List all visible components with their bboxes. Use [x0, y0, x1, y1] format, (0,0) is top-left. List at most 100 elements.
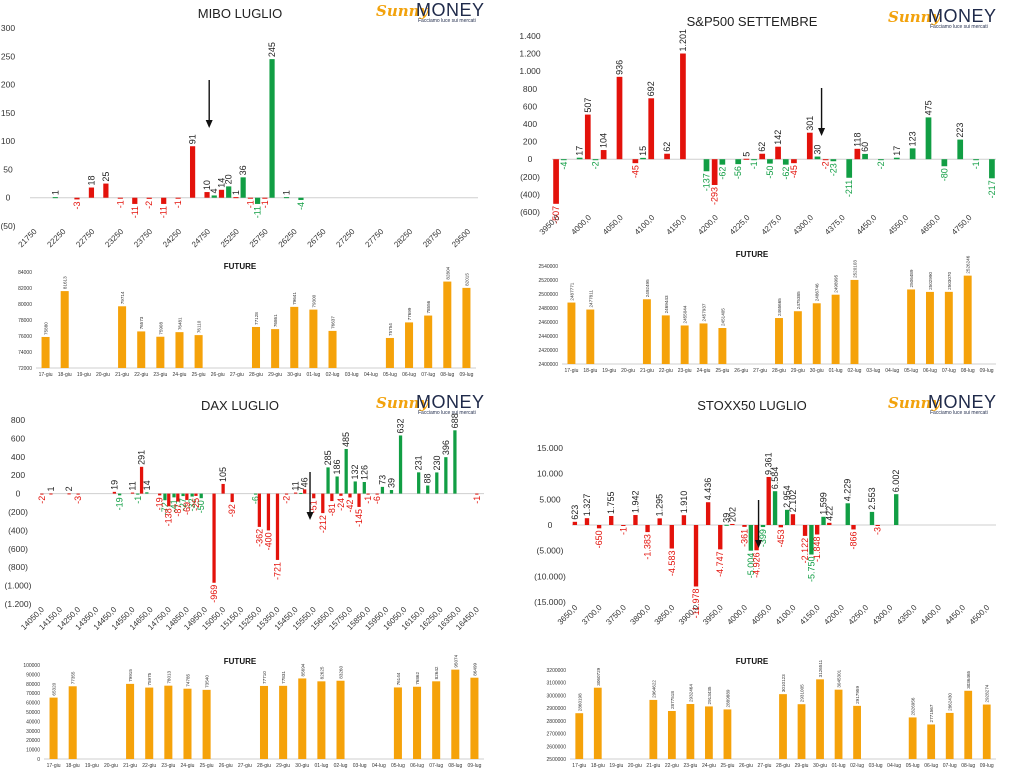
- data-label: -137: [701, 173, 711, 191]
- future-data-label: 3045301: [837, 669, 842, 687]
- future-bar: [850, 279, 859, 364]
- future-x-tick-label: 28-giu: [249, 372, 263, 378]
- future-data-label: 65320: [52, 682, 57, 695]
- data-label: 2.102: [788, 490, 798, 513]
- future-bar: [831, 294, 840, 364]
- bar: [118, 493, 122, 496]
- data-label: -1: [971, 161, 981, 169]
- bar: [616, 76, 623, 160]
- data-label: -11: [130, 206, 140, 218]
- bar: [609, 515, 614, 525]
- data-label: -400: [263, 532, 273, 550]
- data-label: 62: [757, 142, 767, 152]
- data-label: 2.954: [782, 485, 792, 508]
- future-data-label: 3010123: [781, 674, 786, 692]
- x-tick-label: 23750: [132, 227, 154, 249]
- x-tick-label: 4275,0: [760, 213, 784, 237]
- y-tick-label: (400): [8, 525, 28, 535]
- y-tick-label: 150: [1, 108, 15, 118]
- x-tick-label: 29500: [450, 227, 472, 249]
- data-label: -2: [821, 161, 831, 169]
- future-bar: [470, 677, 479, 759]
- data-label: 1.599: [819, 492, 829, 515]
- future-x-tick-label: 30-giu: [810, 368, 824, 374]
- options-chart: 800 600 400 200 0 (200) (400) (600) (800) (1.000)…: [5, 413, 484, 769]
- data-label: 17: [575, 146, 585, 156]
- x-tick-label: 4650,0: [918, 213, 942, 237]
- sunny-money-logo: Sunny MONEY Facciamo luce sui mercati: [888, 392, 1006, 418]
- data-label: 39: [722, 513, 732, 523]
- future-x-tick-label: 09-lug: [467, 763, 481, 769]
- data-label: -1: [173, 200, 183, 208]
- future-y-tick-label: 30000: [26, 729, 40, 735]
- bar: [357, 493, 361, 507]
- x-tick-label: 25750: [248, 227, 270, 249]
- future-bar: [686, 704, 695, 759]
- y-tick-label: 200: [523, 137, 537, 147]
- future-x-tick-label: 22-giu: [142, 763, 156, 769]
- bar: [693, 525, 699, 587]
- x-tick-label: 21750: [17, 227, 39, 249]
- data-label: -1: [749, 161, 759, 169]
- future-bar: [336, 680, 345, 759]
- bar: [809, 525, 814, 555]
- data-label: 9.361: [764, 452, 774, 475]
- bar: [822, 159, 829, 161]
- future-x-tick-label: 24-giu: [702, 763, 716, 769]
- future-y-tick-label: 76000: [18, 334, 32, 340]
- y-tick-label: 600: [523, 101, 537, 111]
- data-label: -1.383: [643, 534, 653, 560]
- x-tick-label: 4225,0: [728, 213, 752, 237]
- future-x-tick-label: 28-giu: [257, 763, 271, 769]
- future-bar: [779, 694, 787, 759]
- future-bar: [908, 717, 917, 759]
- data-label: -1: [260, 200, 270, 208]
- bar: [584, 518, 590, 525]
- future-x-tick-label: 03-lug: [345, 372, 359, 378]
- x-tick-label: 4250,0: [847, 603, 871, 627]
- bar: [735, 159, 742, 165]
- future-x-tick-label: 21-giu: [646, 763, 660, 769]
- bar: [181, 493, 185, 497]
- future-bar: [49, 697, 58, 759]
- data-label: 1.755: [606, 491, 616, 514]
- future-bar: [667, 711, 676, 759]
- future-x-tick-label: 24-giu: [697, 368, 711, 374]
- future-bar: [156, 336, 165, 368]
- future-bar: [793, 311, 802, 364]
- future-x-tick-label: 07-lug: [429, 763, 443, 769]
- future-data-label: 2913435: [707, 686, 712, 704]
- future-title: FUTURE: [735, 657, 769, 666]
- future-data-label: 81613: [63, 276, 68, 289]
- bar: [375, 493, 379, 495]
- future-x-tick-label: 27-giu: [230, 372, 244, 378]
- bar: [759, 153, 766, 160]
- data-label: -45: [630, 165, 640, 178]
- future-x-tick-label: 26-giu: [734, 368, 748, 374]
- x-tick-label: 4350,0: [895, 603, 919, 627]
- bar: [718, 525, 723, 550]
- data-label: -72: [160, 502, 170, 515]
- future-data-label: 2487771: [569, 282, 574, 300]
- data-label: -5.750: [806, 557, 816, 583]
- future-bar: [834, 689, 843, 759]
- data-label: -92: [227, 504, 237, 517]
- data-label: 1: [282, 190, 292, 195]
- bar: [253, 493, 258, 495]
- future-bar: [41, 336, 50, 368]
- y-tick-label: 400: [523, 119, 537, 129]
- future-y-tick-label: 70000: [26, 691, 40, 697]
- bar: [893, 157, 900, 160]
- data-label: 1: [231, 190, 241, 195]
- future-x-tick-label: 22-giu: [134, 372, 148, 378]
- future-bar: [271, 329, 280, 368]
- data-label: 18: [86, 176, 96, 186]
- bar: [218, 189, 225, 198]
- future-data-label: 82015: [464, 273, 469, 286]
- future-x-tick-label: 18-giu: [591, 763, 605, 769]
- future-bar: [328, 330, 337, 368]
- data-label: -50: [765, 166, 775, 179]
- data-label: -19: [115, 497, 125, 510]
- data-label: 30: [812, 145, 822, 155]
- x-tick-label: 3800,0: [628, 603, 652, 627]
